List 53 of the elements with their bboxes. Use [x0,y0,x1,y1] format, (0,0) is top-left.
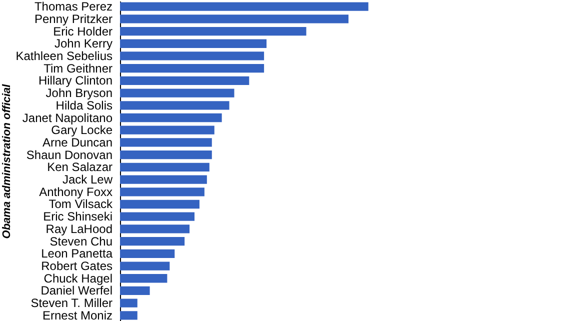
y-tick-label: Steven T. Miller [30,296,112,310]
bar [120,26,306,36]
bar [120,188,204,196]
bar [120,286,150,296]
y-tick-label: Ernest Moniz [42,308,112,321]
bar [120,76,250,86]
y-tick-label: Eric Holder [53,24,112,38]
bar [120,52,264,60]
bar [120,138,212,147]
bar [120,200,200,209]
bar [120,14,348,24]
bar [120,39,267,48]
y-axis-title: Obama administration official [0,83,13,239]
bar [120,274,168,283]
y-tick-label: Gary Locke [51,123,113,138]
y-tick-label: Eric Shinseki [43,210,112,224]
y-tick-label: Penny Pritzker [34,12,112,26]
bar [120,236,185,246]
bar [120,224,190,234]
y-tick-label: Tim Geithner [44,61,113,76]
bar [120,101,230,110]
bar [120,298,138,308]
bar [120,311,138,320]
y-tick-label: Ray LaHood [46,222,112,236]
bar [120,249,175,258]
y-tick-label: Chuck Hagel [44,271,112,286]
bar [120,150,212,160]
y-tick-label: Tom Vilsack [48,197,114,212]
y-tick-label: Thomas Perez [34,0,112,14]
y-tick-label: Arne Duncan [42,135,112,150]
bar [120,64,264,73]
y-tick-label: Jack Lew [62,172,113,187]
bar [120,175,207,184]
bar [120,262,170,270]
y-tick-label: Daniel Werfel [40,284,112,298]
bar [120,126,214,134]
y-tick-label: Ken Salazar [47,160,112,174]
bar [120,2,368,11]
y-tick-label: Robert Gates [41,259,112,274]
bar [120,212,195,221]
bar [120,88,234,98]
y-tick-label: John Kerry [54,36,112,51]
y-tick-label: Hilda Solis [56,98,112,112]
y-tick-label: Leon Panetta [41,246,113,261]
y-tick-label: Steven Chu [50,234,112,248]
y-tick-label: Hillary Clinton [38,74,112,88]
y-tick-label: Janet Napolitano [22,110,113,125]
y-tick-label: John Bryson [46,86,112,100]
y-tick-label: Kathleen Sebelius [16,48,112,63]
bar [120,113,222,122]
y-tick-label: Shaun Donovan [26,148,112,162]
y-tick-label: Anthony Foxx [39,184,112,199]
bar [120,162,210,172]
